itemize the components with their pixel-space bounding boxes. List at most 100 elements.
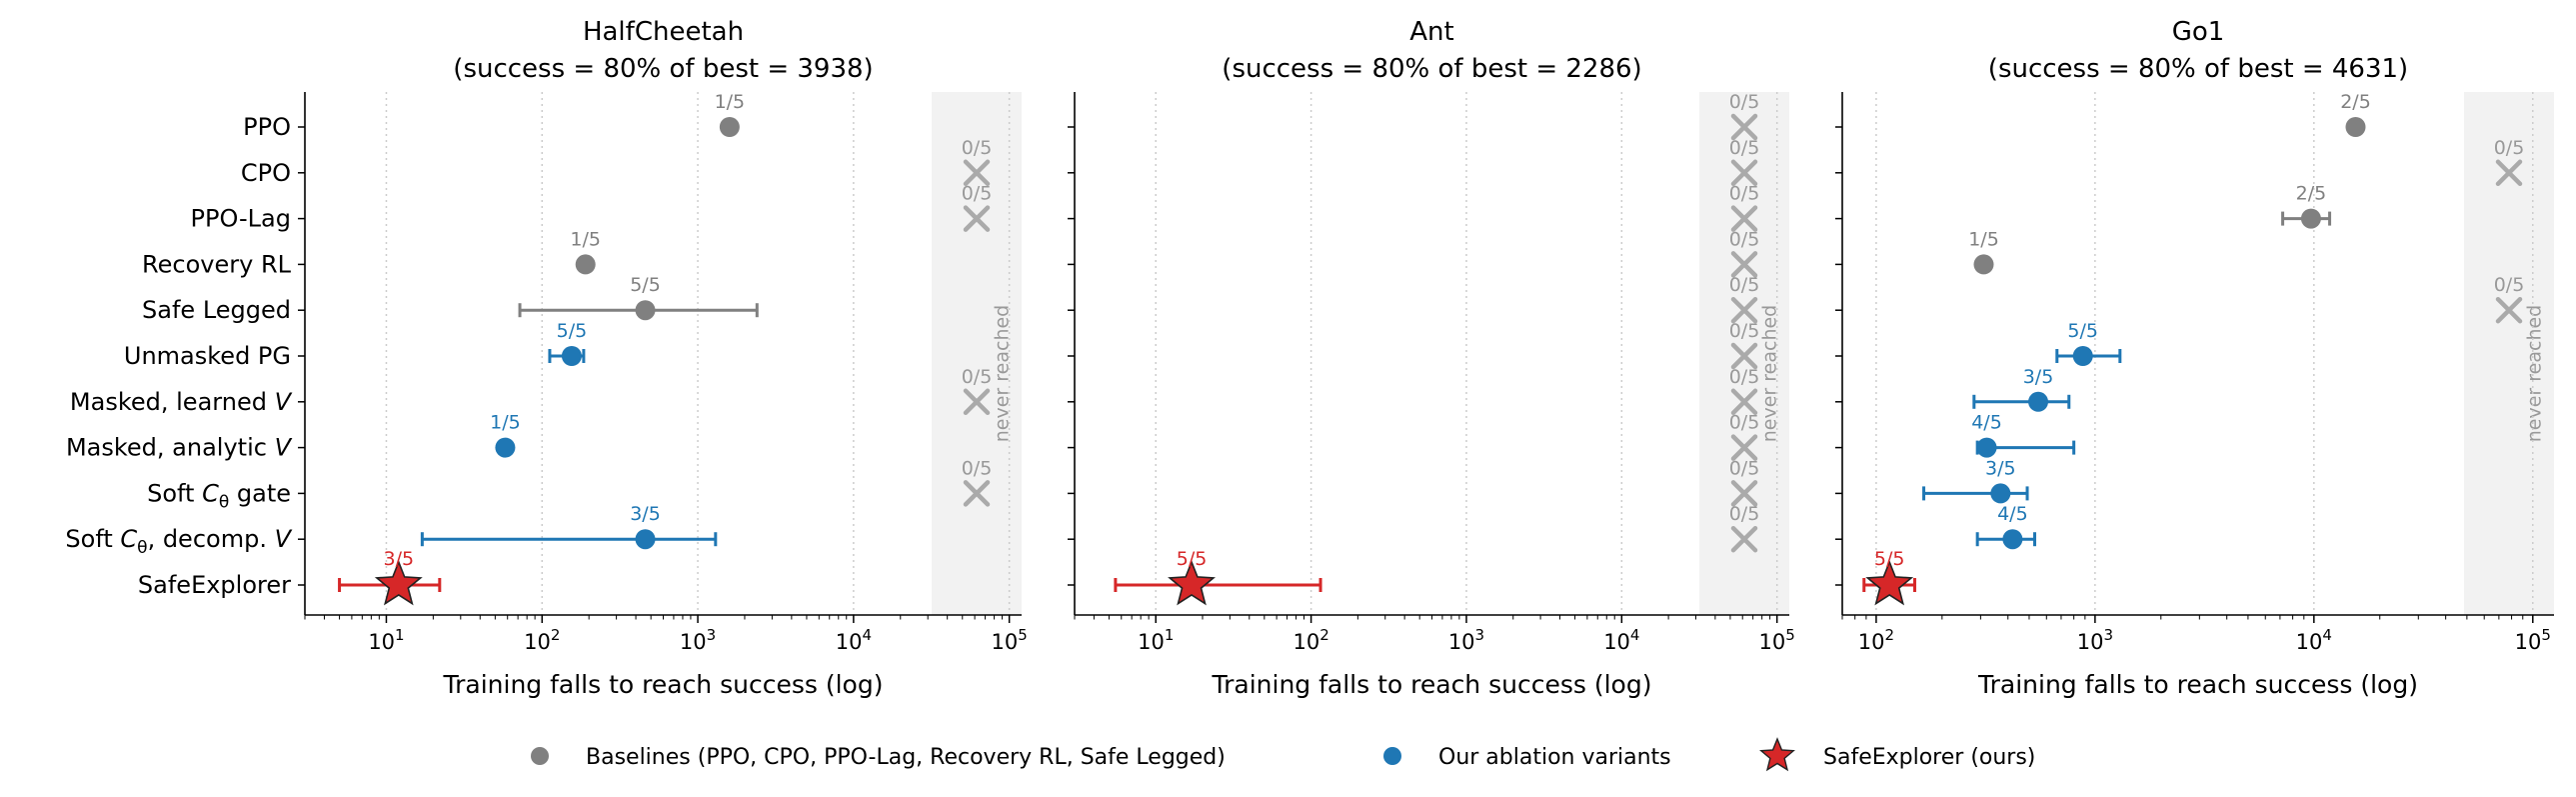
never-reached-label: never reached [1759,305,1781,442]
data-point-star [1865,559,1914,606]
never-reached-marker-b [1730,342,1758,370]
y-tick-label: SafeExplorer [138,571,291,599]
success-count-label: 2/5 [2296,183,2327,205]
never-reached-marker-b [1730,205,1758,232]
success-count-label: 3/5 [384,548,415,570]
legend-label: Our ablation variants [1438,745,1671,770]
chart-title: HalfCheetah [583,17,744,47]
y-tick-label: Masked, learned V [70,388,293,416]
success-count-label: 2/5 [2340,91,2371,113]
x-tick-label: 104 [1603,626,1639,654]
success-count-label: 4/5 [1997,503,2028,525]
legend-label: Baselines (PPO, CPO, PPO-Lag, Recovery R… [586,745,1226,770]
x-axis-label: Training falls to reach success (log) [1212,670,1652,699]
never-reached-marker-b [2495,159,2523,187]
success-count-label: 0/5 [1729,320,1760,342]
never-reached-band [932,92,1022,615]
never-reached-marker-b [1730,251,1758,278]
success-count-label: 5/5 [630,274,661,296]
data-point [635,529,656,550]
success-count-label: 0/5 [1729,137,1760,159]
success-count-label: 5/5 [1177,548,1208,570]
chart-title: Ant [1409,17,1453,47]
success-count-label: 0/5 [962,183,993,205]
y-tick-label: PPO [243,113,291,141]
success-count-label: 0/5 [1729,457,1760,479]
y-tick-label: CPO [241,159,291,187]
success-count-label: 0/5 [1729,274,1760,296]
never-reached-marker-b [1730,388,1758,416]
success-count-label: 0/5 [1729,412,1760,434]
success-count-label: 0/5 [962,457,993,479]
data-point [1990,483,2011,504]
x-tick-label: 105 [2515,626,2551,654]
data-point [2002,529,2023,550]
success-count-label: 0/5 [1729,503,1760,525]
success-count-label: 5/5 [2067,320,2098,342]
legend-marker [531,747,549,765]
x-axis-label: Training falls to reach success (log) [443,670,884,699]
success-count-label: 0/5 [2494,137,2525,159]
legend-marker-star [1759,737,1795,772]
data-point [719,117,740,137]
never-reached-marker-b [1730,159,1758,187]
data-point [1973,254,1994,275]
data-point [2300,208,2321,229]
success-count-label: 0/5 [962,366,993,388]
never-reached-marker-b [963,159,991,187]
success-count-label: 0/5 [1729,366,1760,388]
success-count-label: 1/5 [570,228,601,250]
y-tick-label: Safe Legged [142,296,291,324]
x-tick-label: 105 [992,626,1028,654]
data-point [561,346,582,366]
y-tick-label: Unmasked PG [124,342,291,370]
x-tick-label: 102 [524,626,560,654]
data-point [635,300,656,321]
success-count-label: 0/5 [2494,274,2525,296]
never-reached-marker-b [963,388,991,416]
success-count-label: 0/5 [1729,183,1760,205]
y-tick-label: Soft Cθ, decomp. V [65,525,292,558]
success-count-label: 0/5 [1729,228,1760,250]
legend: Baselines (PPO, CPO, PPO-Lag, Recovery R… [531,737,2035,772]
never-reached-label: never reached [2524,305,2546,442]
x-tick-label: 103 [680,626,716,654]
legend-marker [1383,747,1401,765]
x-tick-label: 102 [1292,626,1328,654]
success-count-label: 1/5 [715,91,746,113]
chart-subtitle: (success = 80% of best = 3938) [453,54,873,84]
success-count-label: 5/5 [557,320,588,342]
x-axis-label: Training falls to reach success (log) [1977,670,2418,699]
success-count-label: 1/5 [1968,228,1999,250]
data-point [2345,117,2366,137]
success-count-label: 4/5 [1971,412,2002,434]
data-point [495,437,516,458]
never-reached-label: never reached [992,305,1014,442]
x-tick-label: 101 [1138,626,1174,654]
data-point-star [1168,559,1216,606]
x-tick-label: 104 [2296,626,2332,654]
panel-go1: never reached 102 103 104 105 Go1 (success = 8… [1835,17,2554,699]
success-count-label: 3/5 [1985,457,2016,479]
never-reached-marker-b [1730,525,1758,553]
panel-halfcheetah: never reached 101 102 103 104 105 HalfCheetah (… [298,17,1028,699]
data-point-star [374,559,423,606]
y-tick-label: Recovery RL [142,250,292,278]
success-count-label: 3/5 [2023,366,2054,388]
y-tick-label: Soft Cθ gate [147,479,291,512]
never-reached-marker-b [1730,434,1758,461]
never-reached-marker-b [963,205,991,232]
x-tick-label: 103 [2077,626,2113,654]
data-point [1976,437,1997,458]
data-point [2028,391,2049,412]
never-reached-marker-b [1730,113,1758,141]
x-tick-label: 104 [836,626,872,654]
panel-ant: never reached 101 102 103 104 105 Ant (success … [1068,17,1795,699]
never-reached-band [2464,92,2554,615]
never-reached-marker-b [1730,480,1758,507]
chart-subtitle: (success = 80% of best = 4631) [1988,54,2408,84]
y-tick-label: PPO-Lag [191,205,291,233]
never-reached-marker-b [2495,296,2523,324]
success-count-label: 3/5 [630,503,661,525]
